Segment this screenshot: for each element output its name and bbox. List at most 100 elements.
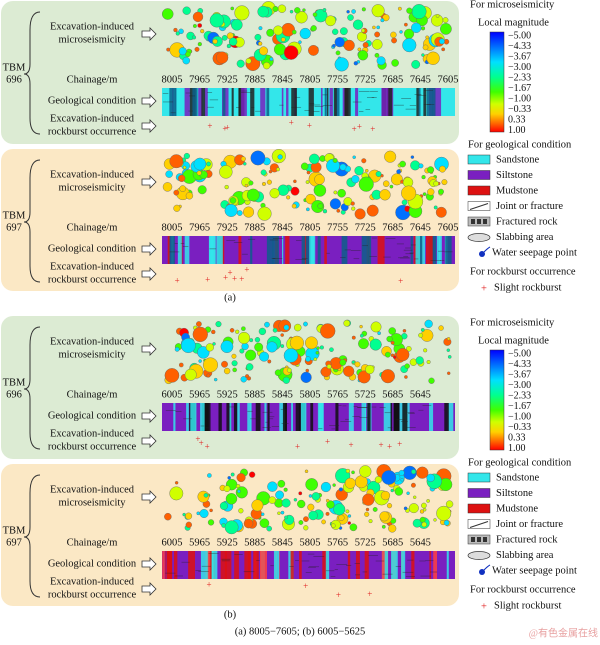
rockburst-mark: +	[349, 440, 354, 450]
geology-band	[295, 403, 300, 431]
geology-band	[381, 551, 385, 579]
event-bubble	[263, 62, 271, 70]
chainage-tick: 6005	[162, 537, 183, 548]
event-bubble	[326, 500, 335, 509]
event-bubble	[371, 39, 383, 50]
event-bubble	[313, 357, 318, 362]
event-bubble	[298, 491, 303, 496]
event-bubble	[258, 26, 263, 31]
geology-band	[324, 236, 327, 264]
event-bubble	[192, 35, 197, 40]
event-bubble	[402, 38, 417, 53]
rockburst-mark: +	[397, 439, 402, 449]
event-bubble	[221, 35, 228, 41]
legend-title: For microseismicity	[470, 0, 555, 10]
event-bubble	[312, 12, 318, 17]
event-bubble	[207, 473, 212, 478]
geology-band	[438, 236, 442, 264]
event-bubble	[295, 11, 308, 24]
geology-band	[317, 236, 321, 264]
geology-band	[393, 403, 400, 431]
event-bubble	[197, 42, 202, 47]
geology-band	[348, 403, 354, 431]
geology-band	[333, 88, 337, 116]
event-bubble	[406, 7, 413, 14]
rockburst-mark: +	[307, 121, 312, 131]
geology-band	[201, 88, 206, 116]
event-bubble	[248, 180, 254, 186]
geology-band	[229, 403, 232, 431]
event-bubble	[337, 188, 346, 198]
event-bubble	[358, 176, 374, 192]
event-bubble	[325, 498, 330, 503]
geology-band	[211, 551, 214, 579]
event-bubble	[361, 28, 366, 33]
event-bubble	[416, 466, 429, 479]
geology-band	[429, 551, 432, 579]
event-bubble	[224, 203, 238, 217]
chainage-tick: 8005	[162, 74, 183, 85]
event-bubble	[175, 31, 180, 36]
event-bubble	[207, 519, 215, 526]
event-bubble	[243, 206, 255, 218]
event-bubble	[382, 180, 390, 187]
geology-band	[431, 236, 437, 264]
arrow	[141, 434, 157, 448]
event-bubble	[336, 208, 341, 213]
event-bubble	[209, 13, 224, 28]
event-bubble	[184, 368, 197, 381]
event-bubble	[343, 197, 353, 206]
arrow	[141, 27, 157, 41]
event-bubble	[400, 478, 404, 482]
event-bubble	[276, 167, 280, 172]
geology-band	[238, 88, 241, 116]
event-bubble	[239, 348, 245, 354]
chainage-tick: 7725	[355, 222, 376, 233]
event-bubble	[384, 351, 391, 358]
geology-band	[322, 551, 328, 579]
event-bubble	[338, 487, 343, 492]
event-bubble	[372, 507, 378, 512]
arrow	[141, 409, 157, 423]
geology-band	[411, 551, 415, 579]
legend-item: Joint or fracture	[496, 519, 563, 530]
event-bubble	[381, 470, 397, 485]
arrow	[141, 557, 157, 571]
event-bubble	[346, 10, 350, 14]
event-bubble	[433, 518, 437, 522]
event-bubble	[258, 327, 267, 336]
event-bubble	[309, 153, 320, 165]
swatch	[469, 203, 489, 210]
event-bubble	[351, 335, 356, 340]
arrow	[141, 490, 157, 504]
geology-band	[279, 403, 286, 431]
geology-band	[250, 403, 252, 431]
geology-band	[433, 551, 438, 579]
geology-band	[198, 88, 203, 116]
geology-band	[367, 236, 372, 264]
event-bubble	[426, 51, 440, 65]
event-bubble	[421, 502, 427, 509]
event-bubble	[197, 185, 207, 195]
event-bubble	[343, 365, 355, 377]
arrow	[141, 582, 157, 596]
event-bubble	[236, 59, 245, 68]
event-bubble	[243, 518, 254, 529]
event-bubble	[386, 503, 393, 509]
row-label: Excavation-induced	[50, 484, 135, 495]
geology-band	[200, 551, 208, 579]
event-bubble	[427, 166, 435, 174]
geology-band	[284, 403, 287, 431]
chainage-tick: 7755	[327, 74, 348, 85]
event-bubble	[269, 57, 274, 62]
geology-band	[165, 551, 167, 579]
tbm-name: TBM	[3, 210, 26, 221]
event-bubble	[236, 210, 243, 216]
geology-band	[318, 403, 324, 431]
geology-band	[238, 236, 242, 264]
event-bubble	[351, 360, 356, 364]
event-bubble	[164, 368, 180, 383]
legend-title: For microseismicity	[470, 317, 555, 328]
tbm-number: 696	[6, 74, 22, 85]
event-bubble	[404, 22, 408, 27]
